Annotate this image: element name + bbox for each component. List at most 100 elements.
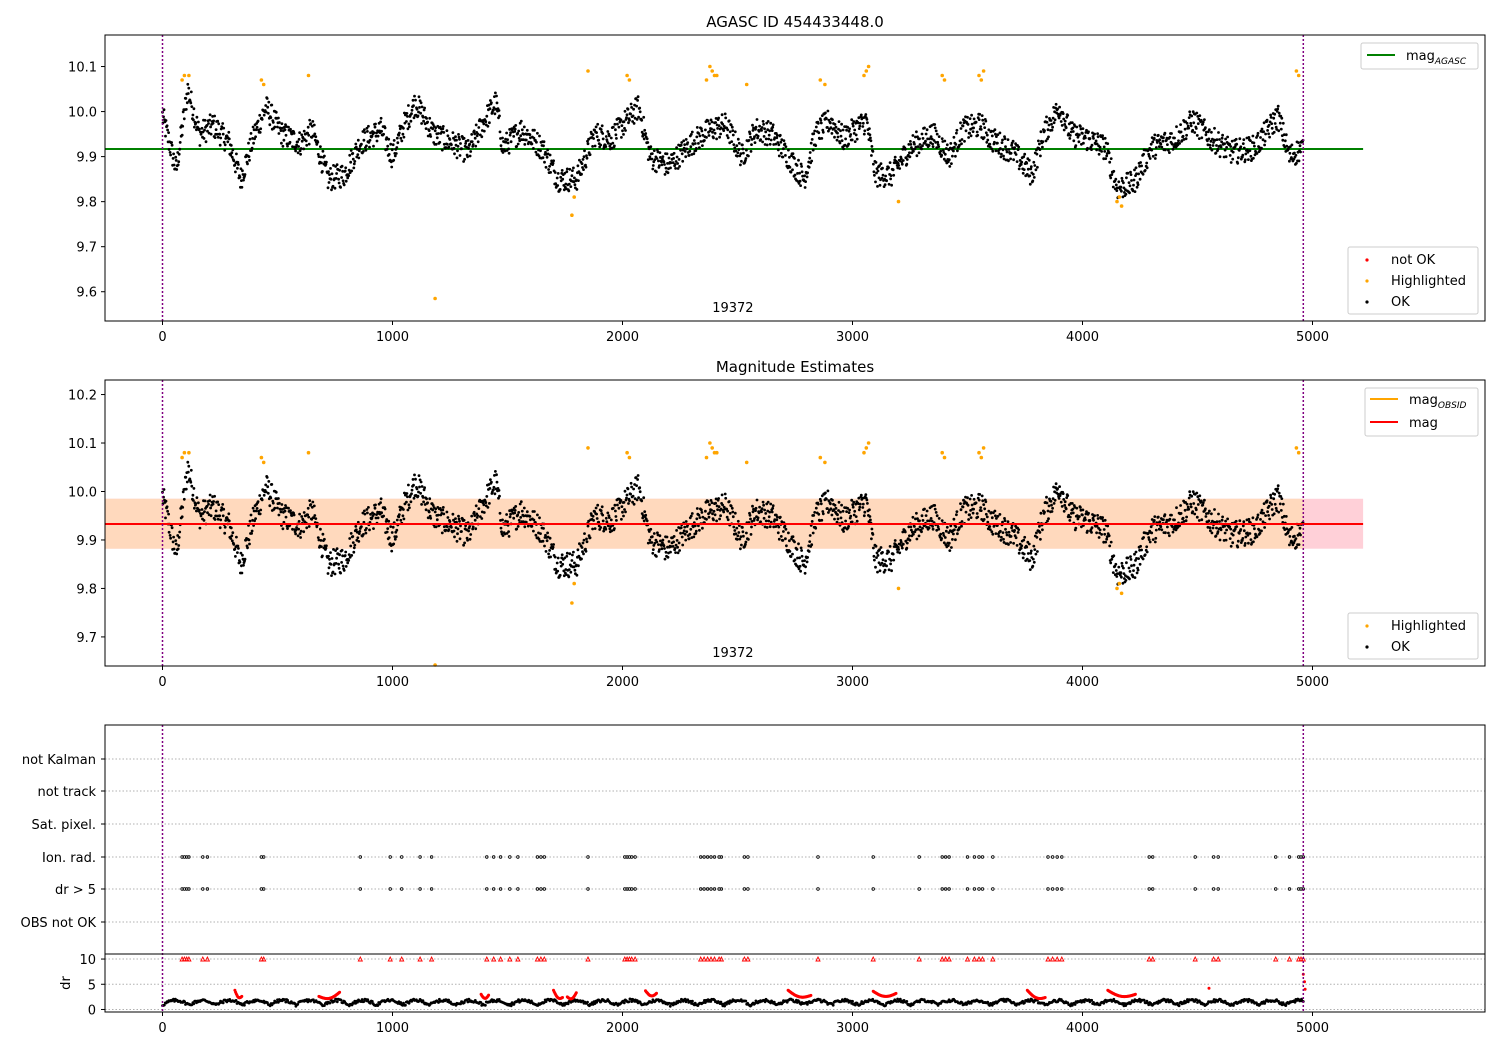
data-point-ok xyxy=(904,539,908,543)
data-point-ok xyxy=(434,525,438,529)
data-point-ok xyxy=(417,490,420,494)
data-point-ok xyxy=(362,150,365,153)
data-point-ok xyxy=(460,530,463,533)
data-point-ok xyxy=(1060,505,1064,508)
data-point-ok xyxy=(387,137,391,141)
data-point-ok xyxy=(933,507,937,511)
data-point-ok xyxy=(953,145,956,149)
data-point-ok xyxy=(997,151,1001,155)
data-point-ok xyxy=(700,511,704,514)
data-point-ok xyxy=(457,517,461,521)
data-point-highlighted xyxy=(182,450,187,455)
data-point-ok xyxy=(748,513,752,517)
data-point-ok xyxy=(1171,147,1175,151)
data-point-ok xyxy=(840,503,843,507)
data-point-ok xyxy=(327,554,330,558)
data-point-ok xyxy=(652,532,656,535)
data-point-ok xyxy=(1249,538,1253,541)
y-tick-label: 9.6 xyxy=(76,286,97,301)
data-point-ok xyxy=(970,122,974,126)
data-point-ok xyxy=(1044,139,1048,143)
data-point-ok xyxy=(967,136,970,139)
data-point-ok xyxy=(420,122,423,125)
data-point-ok xyxy=(1105,154,1109,158)
data-point-ok xyxy=(1241,142,1245,146)
data-point-ok xyxy=(1251,134,1255,138)
data-point-ok xyxy=(492,106,496,110)
data-point-ok xyxy=(994,149,998,153)
data-point-ok xyxy=(405,120,408,123)
data-point-ok xyxy=(622,514,625,518)
data-point-ok xyxy=(454,526,458,529)
data-point-ok xyxy=(189,90,193,94)
data-point-ok xyxy=(660,163,664,167)
data-point-ok xyxy=(784,537,787,541)
data-point-ok xyxy=(236,551,239,554)
data-point-ok xyxy=(554,567,558,571)
data-point-ok xyxy=(700,129,704,133)
data-point-ok xyxy=(548,164,551,168)
data-point-ok xyxy=(1262,502,1266,505)
data-point-ok xyxy=(817,131,821,135)
data-point-ok xyxy=(1223,148,1227,152)
data-point-highlighted xyxy=(981,69,986,73)
data-point-ok xyxy=(420,105,424,109)
data-point-ok xyxy=(344,565,348,568)
data-point-ok xyxy=(1225,146,1228,149)
flag-marker xyxy=(429,887,434,891)
data-point-ok xyxy=(947,158,951,162)
data-point-ok xyxy=(184,97,188,100)
data-point-ok xyxy=(683,143,687,147)
data-point-ok xyxy=(892,173,896,177)
data-point-ok xyxy=(829,507,833,511)
data-point-ok xyxy=(435,518,439,522)
data-point-ok xyxy=(945,143,949,147)
data-point-ok xyxy=(172,163,176,167)
data-point-ok xyxy=(672,535,676,538)
data-point-ok xyxy=(959,502,962,505)
data-point-ok xyxy=(341,169,344,173)
data-point-ok xyxy=(837,127,840,131)
data-point-ok xyxy=(415,107,419,111)
data-point-ok xyxy=(306,125,310,129)
data-point-ok xyxy=(635,104,638,108)
data-point-ok xyxy=(832,508,836,512)
data-point-ok xyxy=(342,569,346,572)
data-point-ok xyxy=(175,552,179,556)
data-point-ok xyxy=(1064,126,1068,130)
data-point-ok xyxy=(1278,121,1282,125)
data-point-ok xyxy=(1142,152,1145,156)
data-point-ok xyxy=(539,532,542,535)
data-point-ok xyxy=(796,565,800,569)
data-point-ok xyxy=(349,149,353,152)
data-point-ok xyxy=(970,113,973,117)
data-point-ok xyxy=(1293,534,1296,538)
data-point-ok xyxy=(480,517,484,520)
data-point-ok xyxy=(697,524,700,528)
data-point-ok xyxy=(768,142,772,146)
data-point-ok xyxy=(1147,538,1151,541)
data-point-ok xyxy=(872,162,875,166)
data-point-ok xyxy=(638,110,642,114)
data-point-ok xyxy=(970,494,973,497)
data-point-ok xyxy=(1081,127,1085,130)
data-point-ok xyxy=(1248,532,1252,535)
data-point-ok xyxy=(186,82,190,86)
obsid-label: 19372 xyxy=(712,646,753,661)
data-point-ok xyxy=(172,152,176,156)
data-point-ok xyxy=(923,126,926,130)
data-point-ok xyxy=(1220,136,1224,140)
data-point-ok xyxy=(1145,161,1149,165)
data-point-ok xyxy=(1075,125,1079,129)
data-point-ok xyxy=(166,509,170,513)
data-point-ok xyxy=(1075,506,1079,510)
data-point-ok xyxy=(858,121,862,125)
data-point-ok xyxy=(1038,148,1042,152)
flag-marker xyxy=(1147,887,1151,891)
data-point-ok xyxy=(688,149,692,153)
data-point-ok xyxy=(866,502,869,505)
data-point-ok xyxy=(1063,123,1067,126)
data-point-highlighted xyxy=(862,73,866,78)
data-point-ok xyxy=(629,492,632,496)
data-point-ok xyxy=(571,553,574,557)
